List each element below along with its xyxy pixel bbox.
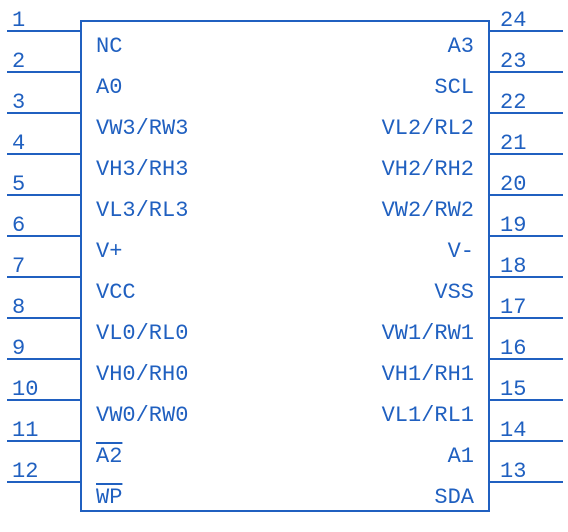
pin-label: A3 — [448, 34, 474, 59]
pin-label: WP — [96, 485, 122, 510]
pin-lead — [490, 30, 563, 32]
pin-label: NC — [96, 34, 122, 59]
pin-lead — [7, 358, 80, 360]
pin-lead — [490, 440, 563, 442]
pin-label: VW2/RW2 — [382, 198, 474, 223]
pin-lead — [490, 481, 563, 483]
pin-label: SDA — [434, 485, 474, 510]
pin-label: VW3/RW3 — [96, 116, 188, 141]
pin-lead — [7, 153, 80, 155]
pin-lead — [490, 153, 563, 155]
pin-label: VL0/RL0 — [96, 321, 188, 346]
pin-lead — [490, 194, 563, 196]
pin-label: VH1/RH1 — [382, 362, 474, 387]
pin-label: VW1/RW1 — [382, 321, 474, 346]
pin-label: VSS — [434, 280, 474, 305]
pin-label: VH3/RH3 — [96, 157, 188, 182]
pin-lead — [490, 235, 563, 237]
pin-lead — [7, 399, 80, 401]
pin-lead — [7, 481, 80, 483]
pin-lead — [490, 112, 563, 114]
pin-lead — [490, 358, 563, 360]
pin-lead — [7, 440, 80, 442]
pin-lead — [490, 71, 563, 73]
pin-lead — [490, 276, 563, 278]
pin-lead — [490, 399, 563, 401]
pin-label: A2 — [96, 444, 122, 469]
pin-label: VW0/RW0 — [96, 403, 188, 428]
pin-lead — [490, 317, 563, 319]
pin-label: VH2/RH2 — [382, 157, 474, 182]
pin-label: VL3/RL3 — [96, 198, 188, 223]
pin-label: VL1/RL1 — [382, 403, 474, 428]
pin-label: A1 — [448, 444, 474, 469]
pin-label: A0 — [96, 75, 122, 100]
pin-lead — [7, 194, 80, 196]
pin-label: SCL — [434, 75, 474, 100]
pin-label: VH0/RH0 — [96, 362, 188, 387]
pin-lead — [7, 317, 80, 319]
pin-lead — [7, 71, 80, 73]
pin-lead — [7, 235, 80, 237]
chip-body — [80, 20, 490, 512]
pin-label: VCC — [96, 280, 136, 305]
pin-lead — [7, 30, 80, 32]
pin-lead — [7, 276, 80, 278]
pin-label: V+ — [96, 239, 122, 264]
pin-label: V- — [448, 239, 474, 264]
pin-lead — [7, 112, 80, 114]
pin-label: VL2/RL2 — [382, 116, 474, 141]
